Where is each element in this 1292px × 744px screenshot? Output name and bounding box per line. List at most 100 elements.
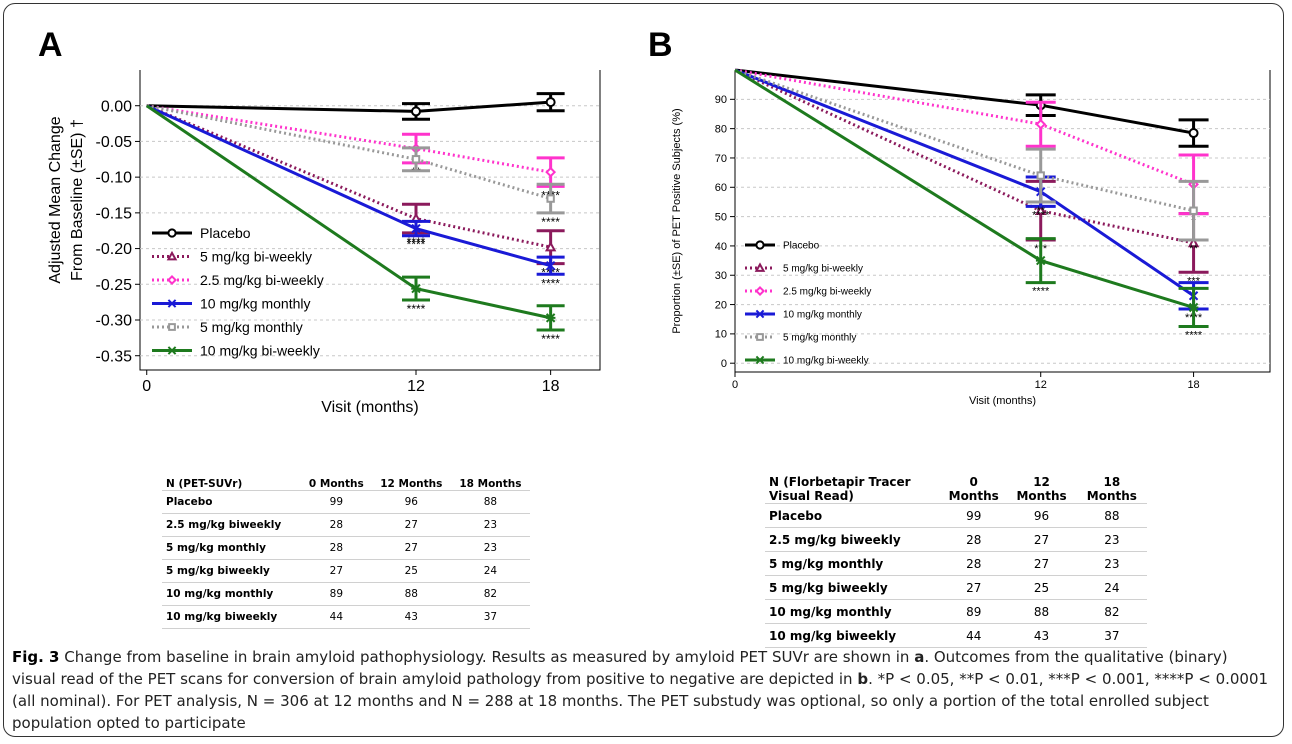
table-cell: 28 <box>300 536 372 560</box>
y-tick-label: -0.25 <box>96 277 133 294</box>
legend-marker <box>167 346 177 355</box>
y-tick-label: 80 <box>715 123 727 135</box>
y-axis-label: From Baseline (±SE) † <box>69 119 86 281</box>
table-cell: 2.5 mg/kg biweekly <box>162 513 301 537</box>
legend-marker <box>755 309 765 319</box>
data-point <box>545 261 556 271</box>
legend-label: 5 mg/kg monthly <box>783 333 856 344</box>
data-point <box>1035 255 1046 266</box>
table-a-header-row: N (PET-SUVr) 0 Months 12 Months 18 Month… <box>162 468 530 491</box>
table-b: N (Florbetapir Tracer Visual Read) 0 Mon… <box>765 459 1147 648</box>
legend-item: 5 mg/kg bi-weekly <box>152 248 312 264</box>
table-b-header: 18 Months <box>1076 459 1147 504</box>
data-point <box>1187 236 1200 248</box>
table-cell: 37 <box>450 605 530 629</box>
legend-item: 10 mg/kg bi-weekly <box>745 356 869 367</box>
data-point <box>1035 204 1047 215</box>
table-row: 10 mg/kg monthly 89 88 82 <box>162 582 530 606</box>
caption-panel-ref-b: b <box>857 670 869 688</box>
series-4: **** <box>146 104 565 229</box>
table-cell: 89 <box>940 599 1007 624</box>
series-2: * <box>734 68 1209 229</box>
legend-item: 5 mg/kg bi-weekly <box>745 262 863 275</box>
legend-item: Placebo <box>745 240 820 252</box>
chart-a: 0.00 -0.05 -0.10 -0.15 -0.20 -0.25 -0.30 -0.35 0… <box>47 70 601 416</box>
series-line <box>734 68 1195 298</box>
data-point-shape <box>546 194 555 203</box>
table-row: 10 mg/kg biweekly 44 43 37 <box>162 605 530 629</box>
y-tick-label: 50 <box>715 211 727 223</box>
table-cell: 88 <box>450 490 530 514</box>
table-cell: 5 mg/kg biweekly <box>162 559 301 583</box>
significance-label: **** <box>407 238 426 252</box>
y-tick-label: -0.10 <box>96 170 133 187</box>
y-tick-label: -0.30 <box>96 313 133 330</box>
legend-marker <box>167 228 177 238</box>
table-cell: 44 <box>300 605 372 629</box>
series-line <box>146 104 551 174</box>
table-row: 2.5 mg/kg biweekly 28 27 23 <box>162 513 530 537</box>
legend-marker-shape <box>167 346 177 355</box>
data-point <box>545 166 557 178</box>
series-4: **** <box>734 68 1209 255</box>
legend: Placebo 5 mg/kg bi-weekly 2.5 mg/kg bi-wee… <box>745 240 871 367</box>
table-cell: 23 <box>1076 551 1147 576</box>
table-cell: 23 <box>450 536 530 560</box>
significance-label: **** <box>541 276 560 290</box>
legend-marker <box>754 285 766 297</box>
legend-marker-shape <box>167 228 177 238</box>
table-cell: 82 <box>1076 599 1147 624</box>
table-cell: 99 <box>300 490 372 514</box>
series-2: ****** <box>146 104 565 202</box>
x-axis-label: Visit (months) <box>321 399 419 416</box>
data-point <box>1035 118 1047 130</box>
table-b-header: 12 Months <box>1006 459 1077 504</box>
y-tick-label: -0.15 <box>96 205 133 222</box>
y-tick-label: 20 <box>715 299 727 311</box>
data-point-shape <box>1188 128 1199 139</box>
legend-marker-shape <box>755 240 765 250</box>
table-row: 5 mg/kg monthly 28 27 23 <box>765 551 1147 576</box>
legend-label: 5 mg/kg bi-weekly <box>200 248 312 264</box>
table-cell: 24 <box>450 559 530 583</box>
data-point <box>1188 128 1199 139</box>
caption-panel-ref-a: a <box>914 648 925 666</box>
table-cell: 88 <box>371 582 451 606</box>
significance-label: **** <box>407 235 426 249</box>
table-row: Placebo 99 96 88 <box>162 490 530 514</box>
y-tick-label: 30 <box>715 270 727 282</box>
table-row: 5 mg/kg biweekly 27 25 24 <box>162 559 530 583</box>
data-point <box>1188 302 1199 313</box>
legend-item: 10 mg/kg monthly <box>152 295 311 311</box>
legend-marker-shape <box>166 250 178 261</box>
significance-label: **** <box>407 302 426 316</box>
table-cell: 23 <box>1076 527 1147 552</box>
y-tick-label: 60 <box>715 182 727 194</box>
table-cell: 82 <box>450 582 530 606</box>
table-cell: 99 <box>940 503 1007 528</box>
legend-item: Placebo <box>152 225 251 241</box>
y-tick-label: -0.35 <box>96 348 133 365</box>
table-a-header: 18 Months <box>450 468 530 491</box>
table-cell: 28 <box>300 513 372 537</box>
table-cell: 5 mg/kg monthly <box>162 536 301 560</box>
series-5: **** **** <box>145 104 565 346</box>
caption-text: . *P < 0.05, **P < 0.01, ***P < 0.001, *… <box>12 670 1269 732</box>
data-point-shape <box>1189 206 1198 215</box>
legend-marker-shape <box>754 285 766 297</box>
caption-text: Change from baseline in brain amyloid pa… <box>59 648 915 666</box>
series-line <box>146 104 552 201</box>
data-point-shape <box>411 223 421 234</box>
data-point-shape <box>545 97 556 108</box>
legend-marker-shape <box>754 262 766 272</box>
data-point-shape <box>1188 302 1199 313</box>
data-point <box>545 313 556 323</box>
y-tick-label: 0 <box>721 358 727 370</box>
data-point <box>411 155 421 164</box>
table-a-header: N (PET-SUVr) <box>162 468 301 491</box>
data-point-shape <box>545 313 556 323</box>
x-tick-label: 18 <box>542 378 560 395</box>
legend-label: 10 mg/kg monthly <box>783 310 862 321</box>
figure-caption: Fig. 3 Change from baseline in brain amy… <box>12 646 1274 734</box>
data-point-shape <box>411 283 421 294</box>
